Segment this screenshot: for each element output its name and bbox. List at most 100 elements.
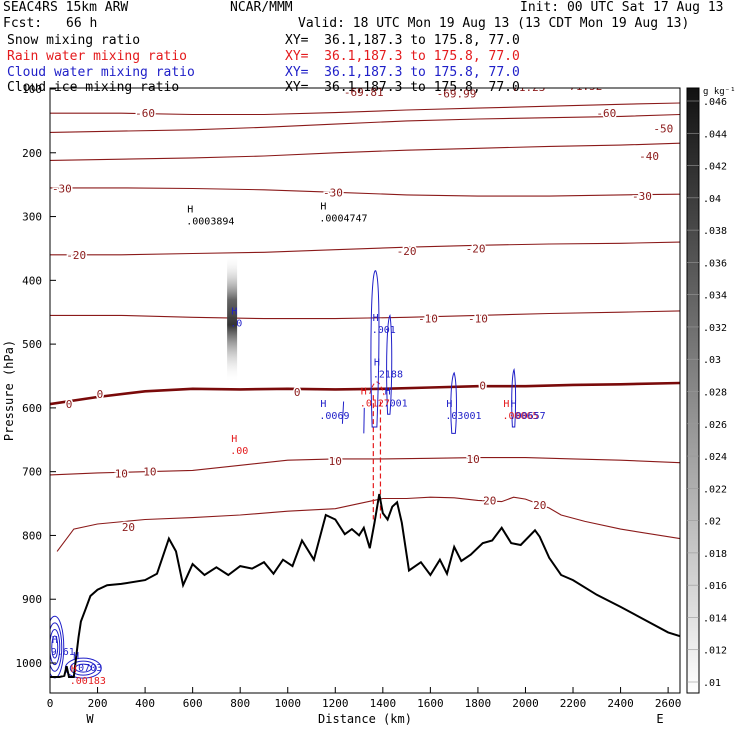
colorbar-tick-label: .012: [703, 646, 727, 657]
colorbar-tick-label: .01: [703, 678, 721, 689]
x-tick-label: 400: [135, 697, 155, 710]
y-tick-label: 500: [22, 338, 42, 351]
cloud-water-contour: [370, 270, 380, 428]
isotherm-minus20: [50, 241, 680, 256]
max-marker: H: [361, 386, 367, 397]
y-tick-label: 1000: [16, 657, 43, 670]
max-marker: H: [385, 386, 391, 397]
colorbar-tick-label: .034: [703, 291, 727, 302]
isotherm-20: [56, 496, 680, 552]
isotherm-label: -30: [52, 182, 72, 195]
isotherm-label: -30: [323, 186, 343, 199]
org-label: NCAR/MMM: [230, 0, 293, 15]
max-value-label: .0003894: [186, 217, 234, 228]
field-name-cloud-water: Cloud water mixing ratio: [7, 65, 195, 80]
isotherm-label: -20: [66, 249, 86, 262]
isotherm-label: 0: [66, 398, 73, 411]
isotherm-label: 10: [329, 455, 342, 468]
field-xy-cloud-water: XY= 36.1,187.3 to 175.8, 77.0: [285, 65, 520, 80]
colorbar-unit: g kg⁻¹: [703, 87, 736, 97]
x-axis-label: Distance (km): [318, 712, 412, 726]
temp-extreme-label: -71.52: [563, 80, 603, 93]
max-value-label: .03001: [445, 411, 481, 422]
isotherm-minus50: [50, 113, 680, 133]
isotherm-label: 0: [479, 380, 486, 393]
colorbar-tick-label: .042: [703, 162, 727, 173]
isotherm-label: 20: [122, 521, 135, 534]
colorbar-tick-label: .044: [703, 129, 727, 140]
max-value-label: .001: [372, 325, 396, 336]
x-tick-label: 2000: [512, 697, 539, 710]
colorbar-tick-label: .038: [703, 226, 727, 237]
isotherm-label: 10: [467, 453, 480, 466]
max-value-label: .0004747: [319, 213, 367, 224]
isotherm-label: -10: [468, 313, 488, 326]
isotherm-label: -40: [639, 150, 659, 163]
max-value-label: .00183: [70, 676, 106, 687]
x-tick-label: 1000: [274, 697, 301, 710]
isotherm-label: 10: [115, 468, 128, 481]
field-xy-rain: XY= 36.1,187.3 to 175.8, 77.0: [285, 49, 520, 64]
colorbar-tick-label: .026: [703, 420, 727, 431]
colorbar-tick-label: .036: [703, 258, 727, 269]
max-marker: H: [374, 358, 380, 369]
colorbar-tick-label: .032: [703, 323, 727, 334]
model-title: SEAC4RS 15km ARW: [3, 0, 129, 15]
y-tick-label: 900: [22, 593, 42, 606]
colorbar-tick-label: .018: [703, 549, 727, 560]
max-value-label: .00: [230, 446, 248, 457]
x-tick-label: 0: [47, 697, 54, 710]
isotherm-label: 0: [97, 388, 104, 401]
field-name-snow: Snow mixing ratio: [7, 33, 141, 48]
x-tick-label: 800: [230, 697, 250, 710]
max-marker: H: [373, 313, 379, 324]
colorbar-tick-label: .02: [703, 517, 721, 528]
isotherm-0: [50, 381, 680, 406]
max-value-label: .0: [230, 319, 242, 330]
terrain-line: [50, 493, 680, 678]
cloud-water-contour: [50, 622, 63, 672]
colorbar-tick-label: .028: [703, 388, 727, 399]
temp-extreme-label: -69.99: [437, 87, 477, 100]
max-marker: H: [71, 664, 77, 675]
cloud-water-contour: [341, 401, 365, 434]
cloud-water-contour: [50, 628, 61, 666]
max-marker: H: [73, 651, 79, 662]
cloud-water-contour: [511, 368, 517, 428]
max-marker: H: [511, 399, 517, 410]
plot-frame: [49, 87, 681, 694]
temp-extreme-label: -71.23: [506, 81, 546, 94]
cloud-water-contour: [69, 660, 97, 676]
valid-time: Valid: 18 UTC Mon 19 Aug 13 (13 CDT Mon …: [298, 16, 690, 31]
colorbar-tick-label: .014: [703, 613, 727, 624]
isotherm-label: 10: [143, 466, 156, 479]
isotherm-minus60: [50, 102, 680, 116]
y-axis-label: Pressure (hPa): [2, 340, 16, 441]
max-value-label: 9.61: [51, 647, 75, 658]
cloud-water-contour: [386, 314, 393, 415]
y-tick-label: 600: [22, 402, 42, 415]
max-marker: H: [320, 399, 326, 410]
colorbar-tick-label: .03: [703, 355, 721, 366]
temp-extreme-label: -69.81: [344, 86, 384, 99]
x-tick-label: 2600: [655, 697, 682, 710]
x-tick-label: 2400: [607, 697, 634, 710]
forecast-label: Fcst:: [3, 16, 43, 31]
max-value-label: .0127: [360, 398, 390, 409]
isotherm-10: [50, 457, 680, 476]
x-tick-label: 1600: [417, 697, 444, 710]
init-time: Init: 00 UTC Sat 17 Aug 13: [520, 0, 724, 15]
x-tick-label: 2200: [560, 697, 587, 710]
isotherm-minus40: [50, 142, 680, 161]
max-marker: H: [446, 399, 452, 410]
colorbar: [686, 87, 700, 694]
x-tick-label: 600: [183, 697, 203, 710]
west-endpoint-label: W: [86, 712, 94, 726]
y-tick-label: 300: [22, 211, 42, 224]
isotherm-label: -20: [397, 245, 417, 258]
colorbar-tick-label: .046: [703, 97, 727, 108]
isotherm-label: -30: [632, 190, 652, 203]
y-tick-label: 100: [22, 83, 42, 96]
isotherm-label: 20: [483, 494, 496, 507]
